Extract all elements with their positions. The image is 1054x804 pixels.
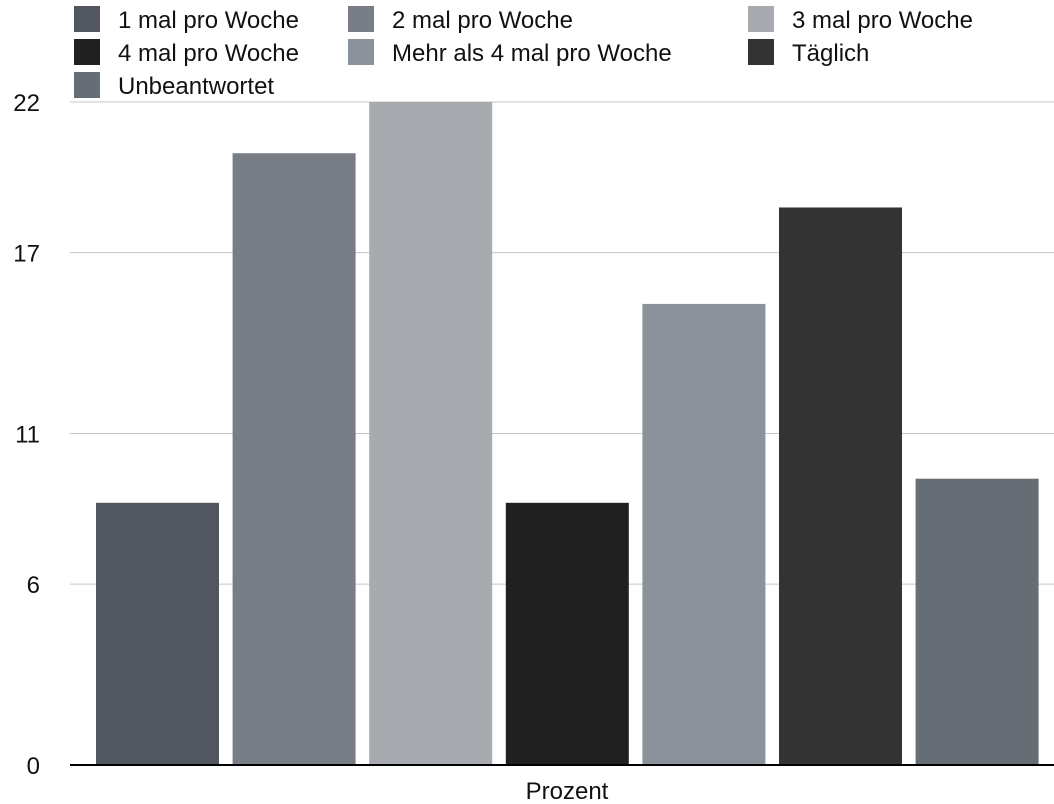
bars bbox=[96, 102, 1039, 765]
legend-label: Mehr als 4 mal pro Woche bbox=[392, 40, 672, 67]
legend-label: Täglich bbox=[792, 40, 869, 67]
legend-swatch bbox=[348, 39, 374, 65]
legend-label: 4 mal pro Woche bbox=[118, 40, 299, 67]
legend-swatch bbox=[74, 39, 100, 65]
x-axis-label: Prozent bbox=[526, 778, 609, 804]
legend-swatch bbox=[348, 6, 374, 32]
legend-item: Unbeantwortet bbox=[74, 72, 274, 100]
legend-label: Unbeantwortet bbox=[118, 73, 274, 100]
y-tick-label: 22 bbox=[13, 90, 40, 117]
legend-swatch bbox=[748, 39, 774, 65]
legend-label: 3 mal pro Woche bbox=[792, 7, 973, 34]
bar-3-mal-pro-woche bbox=[369, 102, 493, 765]
legend-label: 1 mal pro Woche bbox=[118, 7, 299, 34]
y-tick-label: 17 bbox=[13, 241, 40, 268]
axes: Prozent bbox=[70, 764, 1054, 804]
bar-1-mal-pro-woche bbox=[96, 502, 219, 765]
bar-unbeantwortet bbox=[915, 478, 1039, 765]
bar-mehr-als-4-mal-pro-woche bbox=[642, 303, 766, 765]
bar-4-mal-pro-woche bbox=[505, 502, 629, 765]
legend-item: 2 mal pro Woche bbox=[348, 6, 573, 34]
legend-swatch bbox=[74, 72, 100, 98]
bar-täglich bbox=[779, 207, 902, 765]
legend-item: 4 mal pro Woche bbox=[74, 39, 299, 67]
legend-item: Täglich bbox=[748, 39, 869, 67]
y-tick-label: 0 bbox=[27, 753, 40, 780]
y-tick-label: 6 bbox=[27, 572, 40, 599]
legend-item: 3 mal pro Woche bbox=[748, 6, 973, 34]
legend-item: 1 mal pro Woche bbox=[74, 6, 299, 34]
legend-swatch bbox=[74, 6, 100, 32]
bar-2-mal-pro-woche bbox=[232, 153, 356, 765]
legend-swatch bbox=[748, 6, 774, 32]
legend-label: 2 mal pro Woche bbox=[392, 7, 573, 34]
y-tick-label: 11 bbox=[15, 422, 40, 449]
y-axis-ticks: 0 6 11 17 22 bbox=[13, 90, 40, 780]
legend: 1 mal pro Woche 2 mal pro Woche 3 mal pro … bbox=[74, 6, 973, 100]
legend-item: Mehr als 4 mal pro Woche bbox=[348, 39, 672, 67]
